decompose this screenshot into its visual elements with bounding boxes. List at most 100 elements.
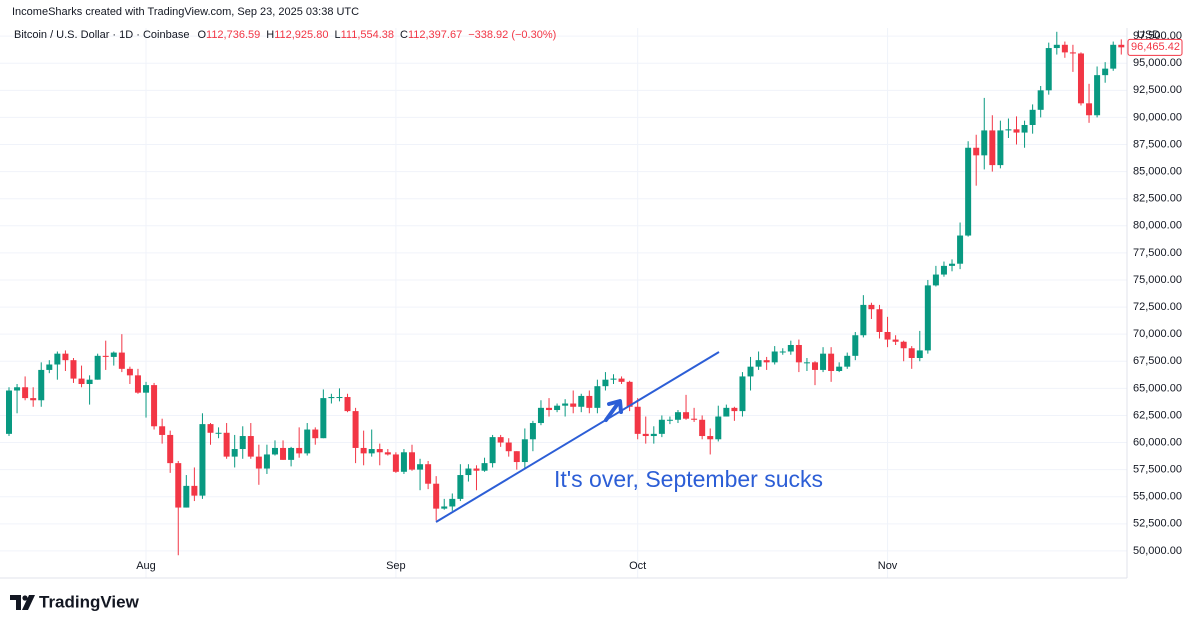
y-tick-label: 75,000.00	[1133, 274, 1182, 286]
legend-value: −338.92 (−0.30%)	[468, 29, 556, 41]
candle-body	[803, 362, 810, 364]
candle-body	[465, 468, 472, 476]
y-tick-label: 90,000.00	[1133, 111, 1182, 123]
candle-body	[489, 437, 496, 464]
candle-body	[892, 339, 899, 342]
candle-body	[425, 464, 432, 484]
y-tick-label: 95,000.00	[1133, 57, 1182, 69]
candle-body	[916, 350, 923, 358]
candle-body	[1021, 124, 1028, 133]
candle-body	[207, 424, 214, 433]
last-price-box	[1127, 38, 1183, 56]
legend-value: 111,554.38	[341, 29, 394, 41]
candle-body	[473, 468, 480, 471]
candle-body	[46, 364, 53, 370]
candle-body	[159, 426, 166, 435]
candle-body	[118, 352, 125, 369]
candle-body	[134, 375, 141, 393]
candle-body	[1037, 90, 1044, 110]
candle-body	[70, 360, 77, 379]
candle-body	[14, 387, 21, 391]
y-tick-label: 65,000.00	[1133, 382, 1182, 394]
arrow	[604, 399, 623, 422]
candle-body	[989, 130, 996, 166]
candle-body	[86, 379, 93, 385]
candle-body	[433, 483, 440, 509]
candle-body	[110, 352, 117, 357]
candle-body	[497, 437, 504, 443]
candle-body	[1013, 129, 1020, 133]
candle-body	[449, 498, 456, 507]
logo-dot	[22, 595, 28, 601]
candle-body	[30, 398, 37, 401]
candle-body	[376, 449, 383, 453]
candle-body	[779, 351, 786, 353]
candle-body	[570, 403, 577, 407]
trend-line	[435, 351, 720, 523]
candle-body	[400, 452, 407, 472]
candle-body	[836, 366, 843, 372]
candle-body	[900, 341, 907, 349]
candle-body	[642, 433, 649, 437]
candle-body	[175, 463, 182, 508]
legend-value: 112,736.59	[206, 29, 260, 41]
candle-body	[940, 265, 947, 275]
candle-body	[304, 429, 311, 454]
candle-body	[771, 351, 778, 363]
legend-key: C	[400, 29, 408, 41]
candle-body	[691, 418, 698, 420]
candle-body	[1005, 129, 1012, 131]
annotation: It's over, September sucks	[554, 466, 823, 492]
candle-body	[554, 405, 561, 411]
y-tick-label: 72,500.00	[1133, 301, 1182, 313]
candle-body	[481, 463, 488, 471]
candle-body	[102, 355, 109, 357]
candle-body	[191, 485, 198, 496]
candle-body	[973, 147, 980, 156]
candle-body	[674, 412, 681, 420]
candle-body	[924, 285, 931, 351]
currency: USD	[1137, 29, 1160, 41]
y-tick-label: 85,000.00	[1133, 166, 1182, 178]
candle-body	[38, 369, 45, 401]
y-tick-label: 82,500.00	[1133, 193, 1182, 205]
candle-body	[997, 130, 1004, 166]
candle-body	[1094, 75, 1101, 116]
candle-body	[1069, 52, 1076, 54]
candle-body	[828, 353, 835, 372]
candle-body	[409, 452, 415, 470]
candle-body	[884, 331, 891, 340]
candle-body	[78, 378, 85, 385]
y-tick-label: 70,000.00	[1133, 328, 1182, 340]
candle-body	[634, 406, 641, 434]
candle-body	[328, 397, 335, 399]
candle-body	[787, 344, 794, 352]
candle-body	[981, 130, 988, 156]
candle-body	[650, 433, 657, 437]
candle-body	[1045, 48, 1052, 91]
last-price-label: 96,465.42	[1131, 41, 1180, 53]
candle-body	[1053, 44, 1060, 49]
x-tick-label: Aug	[136, 560, 156, 572]
candle-body	[513, 451, 520, 463]
candle-body	[392, 454, 399, 472]
candle-body	[610, 378, 617, 380]
candle-body	[255, 456, 262, 469]
candle-body	[94, 355, 101, 380]
candle-body	[126, 368, 133, 376]
candle-body	[529, 423, 536, 440]
candle-body	[626, 381, 633, 407]
candle-body	[546, 407, 553, 411]
candle-body	[965, 147, 972, 236]
candle-body	[602, 379, 609, 387]
y-tick-label: 77,500.00	[1133, 247, 1182, 259]
candle-body	[876, 309, 883, 332]
candle-body	[239, 436, 246, 450]
candle-body	[562, 403, 569, 406]
candle-body	[578, 395, 585, 407]
candle-body	[151, 385, 158, 427]
candle-body	[296, 447, 303, 454]
logo-slash	[22, 595, 35, 610]
candle-body	[280, 447, 287, 460]
